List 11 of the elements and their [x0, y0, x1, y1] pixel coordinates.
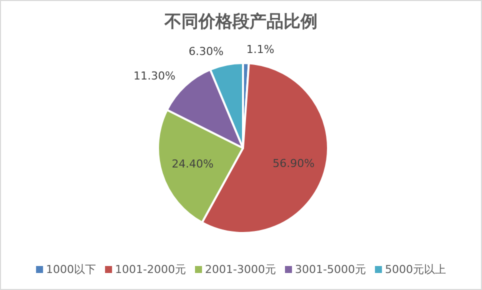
legend-label: 2001-3000元: [205, 263, 276, 276]
data-label: 24.40%: [172, 158, 214, 171]
data-label: 1.1%: [246, 43, 274, 56]
legend-label: 3001-5000元: [294, 263, 366, 276]
legend-label: 1000以下: [46, 263, 96, 276]
legend-label: 1001-2000元: [115, 263, 186, 276]
chart-title: 不同价格段产品比例: [164, 12, 318, 32]
data-label: 6.30%: [188, 44, 224, 58]
data-label: 56.90%: [272, 156, 315, 170]
data-label: 11.30%: [134, 70, 176, 83]
legend-label: 5000元以上: [384, 263, 446, 276]
